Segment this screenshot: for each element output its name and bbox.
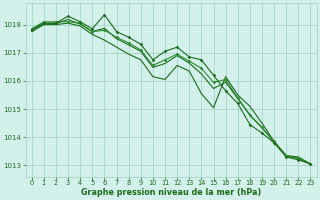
X-axis label: Graphe pression niveau de la mer (hPa): Graphe pression niveau de la mer (hPa) [81, 188, 261, 197]
